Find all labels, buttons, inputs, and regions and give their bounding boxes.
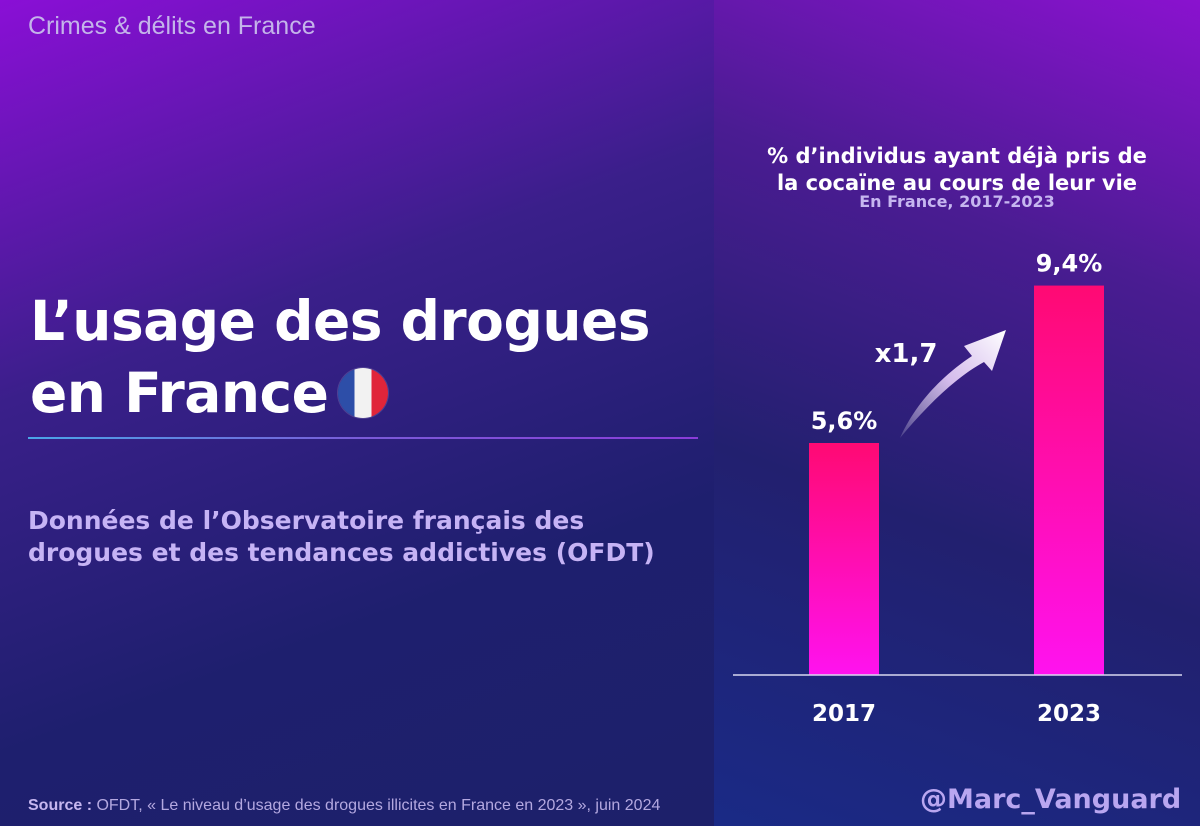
chart-panel (714, 0, 1200, 826)
subtitle-line-1: Données de l’Observatoire français des (28, 506, 585, 535)
chart-title-line-2: la cocaïne au cours de leur vie (776, 171, 1138, 195)
source-text: OFDT, « Le niveau d’usage des drogues il… (92, 797, 661, 814)
x-tick-2023: 2023 (1037, 701, 1101, 727)
page-subtitle: Données de l’Observatoire français des d… (28, 505, 708, 569)
title-line-2: en France (30, 357, 710, 429)
page-title: L’usage des drogues en France (30, 285, 710, 429)
divider (28, 437, 698, 439)
chart-title-line-1: % d’individus ayant déjà pris de (767, 144, 1147, 168)
bar-2017 (809, 443, 879, 675)
title-line-2-text: en France (30, 361, 329, 425)
chart-title: % d’individus ayant déjà pris de la coca… (714, 143, 1200, 197)
category-tag: Crimes & délits en France (28, 12, 316, 40)
source-note: Source : OFDT, « Le niveau d’usage des d… (28, 797, 660, 815)
france-flag-icon (338, 367, 389, 418)
growth-annotation: x1,7 (875, 339, 938, 369)
data-label-2023: 9,4% (1036, 250, 1103, 278)
title-line-1: L’usage des drogues (30, 289, 651, 353)
x-tick-2017: 2017 (812, 701, 876, 727)
author-handle: @Marc_Vanguard (920, 784, 1182, 815)
subtitle-line-2: drogues et des tendances addictives (OFD… (28, 538, 655, 567)
data-label-2017: 5,6% (811, 407, 878, 435)
source-label: Source : (28, 797, 93, 814)
growth-arrow-icon (900, 330, 1006, 438)
bar-2023 (1034, 285, 1104, 675)
chart-subtitle: En France, 2017-2023 (859, 192, 1055, 211)
